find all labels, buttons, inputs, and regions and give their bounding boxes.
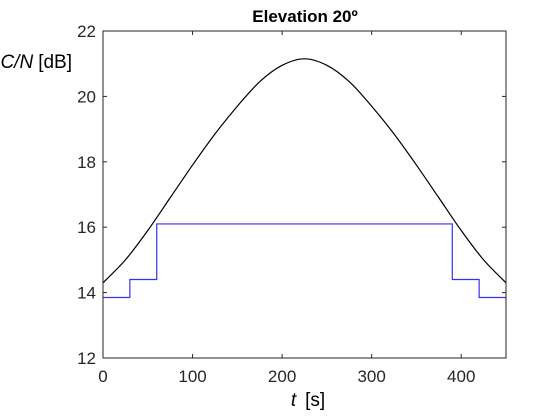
series-line-1 — [102, 58, 507, 284]
plot-area: 0 100 200 300 400 12 14 16 18 20 22 — [77, 22, 507, 386]
series-layer — [102, 58, 507, 299]
y-axis-label-unit: [dB] — [38, 52, 72, 73]
x-tick-label: 0 — [98, 367, 107, 386]
y-tick-label: 14 — [77, 284, 96, 303]
x-tick-label: 100 — [178, 367, 206, 386]
y-tick-label: 22 — [77, 22, 96, 41]
y-tick-label: 16 — [77, 218, 96, 237]
series-line-2 — [103, 223, 506, 299]
axes-box — [102, 30, 507, 359]
tick-layer: 0 100 200 300 400 12 14 16 18 20 22 — [77, 22, 506, 386]
y-axis-label-var: C/N — [0, 52, 33, 73]
x-tick-label: 300 — [357, 367, 385, 386]
x-axis-label-var: t — [291, 390, 297, 411]
x-axis-label: t [s] — [291, 390, 325, 411]
y-tick-label: 20 — [77, 87, 96, 106]
y-tick-label: 12 — [77, 349, 96, 368]
x-axis-label-unit: [s] — [305, 390, 325, 411]
y-axis-label: C/N [dB] — [0, 52, 72, 73]
chart-title: Elevation 20º — [252, 7, 357, 26]
y-tick-label: 18 — [77, 153, 96, 172]
x-tick-label: 400 — [447, 367, 475, 386]
x-tick-label: 200 — [268, 367, 296, 386]
plot-background — [103, 31, 506, 358]
